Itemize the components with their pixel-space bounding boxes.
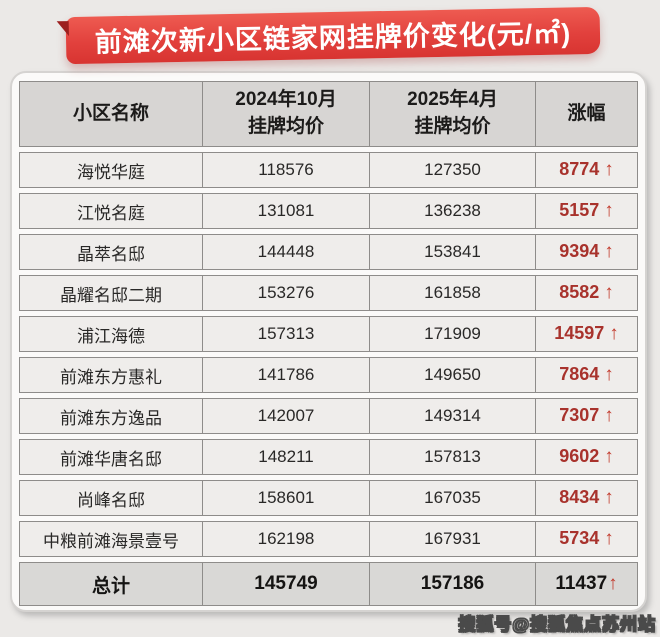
price-apr-cell: 127350 (369, 152, 535, 188)
table-row: 晶耀名邸二期 153276 161858 8582 ↑ (19, 275, 638, 311)
price-oct-cell: 118576 (202, 152, 369, 188)
change-value: 8774 (559, 159, 600, 179)
change-cell: 7864 ↑ (535, 357, 638, 393)
price-oct-cell: 144448 (202, 234, 369, 270)
change-value: 11437 (555, 573, 608, 594)
change-value: 9394 (559, 241, 600, 261)
price-table-card: 小区名称 2024年10月 挂牌均价 2025年4月 挂牌均价 涨幅 海悦华庭 … (10, 71, 647, 612)
price-apr-cell: 136238 (369, 193, 535, 229)
total-change-cell: 11437↑ (535, 562, 638, 606)
price-apr-cell: 149650 (369, 357, 535, 393)
price-apr-cell: 157813 (369, 439, 535, 475)
up-arrow-icon: ↑ (604, 487, 614, 508)
column-header-community: 小区名称 (19, 81, 202, 147)
price-oct-cell: 158601 (202, 480, 369, 516)
price-apr-cell: 149314 (369, 398, 535, 434)
total-label-cell: 总计 (19, 562, 202, 606)
table-row: 晶萃名邸 144448 153841 9394 ↑ (19, 234, 638, 270)
change-value: 7307 (559, 405, 600, 425)
price-table: 小区名称 2024年10月 挂牌均价 2025年4月 挂牌均价 涨幅 海悦华庭 … (19, 76, 638, 611)
up-arrow-icon: ↑ (604, 282, 614, 303)
up-arrow-icon: ↑ (604, 528, 614, 549)
column-header-oct2024-line2: 挂牌均价 (247, 116, 324, 137)
total-price-oct-cell: 145749 (202, 562, 369, 606)
up-arrow-icon: ↑ (604, 405, 614, 426)
price-oct-cell: 153276 (202, 275, 369, 311)
up-arrow-icon: ↑ (604, 159, 614, 180)
price-apr-cell: 167035 (369, 480, 535, 516)
community-name-cell: 中粮前滩海景壹号 (19, 521, 202, 557)
price-oct-cell: 141786 (202, 357, 369, 393)
community-name-cell: 尚峰名邸 (19, 480, 202, 516)
column-header-oct2024: 2024年10月 挂牌均价 (202, 81, 369, 147)
price-oct-cell: 131081 (202, 193, 369, 229)
table-row: 浦江海德 157313 171909 14597 ↑ (19, 316, 638, 352)
change-cell: 8434 ↑ (535, 480, 638, 516)
up-arrow-icon: ↑ (604, 200, 614, 221)
change-cell: 7307 ↑ (535, 398, 638, 434)
table-row: 尚峰名邸 158601 167035 8434 ↑ (19, 480, 638, 516)
table-row: 中粮前滩海景壹号 162198 167931 5734 ↑ (19, 521, 638, 557)
total-price-apr-cell: 157186 (369, 562, 535, 606)
price-oct-cell: 142007 (202, 398, 369, 434)
change-value: 7864 (559, 364, 600, 384)
community-name-cell: 江悦名庭 (19, 193, 202, 229)
price-apr-cell: 161858 (369, 275, 535, 311)
community-name-cell: 前滩东方逸品 (19, 398, 202, 434)
table-row: 前滩东方逸品 142007 149314 7307 ↑ (19, 398, 638, 434)
up-arrow-icon: ↑ (604, 241, 614, 262)
change-cell: 8774 ↑ (535, 152, 638, 188)
change-value: 9602 (559, 446, 600, 466)
change-value: 14597 (554, 323, 605, 343)
price-apr-cell: 167931 (369, 521, 535, 557)
table-row: 江悦名庭 131081 136238 5157 ↑ (19, 193, 638, 229)
table-row: 前滩华唐名邸 148211 157813 9602 ↑ (19, 439, 638, 475)
community-name-cell: 晶萃名邸 (19, 234, 202, 270)
community-name-cell: 浦江海德 (19, 316, 202, 352)
up-arrow-icon: ↑ (604, 446, 614, 467)
price-oct-cell: 148211 (202, 439, 369, 475)
community-name-cell: 前滩东方惠礼 (19, 357, 202, 393)
change-cell: 9602 ↑ (535, 439, 638, 475)
up-arrow-icon: ↑ (608, 573, 618, 594)
change-value: 5734 (559, 528, 600, 548)
change-cell: 5734 ↑ (535, 521, 638, 557)
change-cell: 9394 ↑ (535, 234, 638, 270)
table-row: 前滩东方惠礼 141786 149650 7864 ↑ (19, 357, 638, 393)
community-name-cell: 前滩华唐名邸 (19, 439, 202, 475)
column-header-oct2024-line1: 2024年10月 (235, 89, 337, 111)
price-oct-cell: 162198 (202, 521, 369, 557)
header-row: 小区名称 2024年10月 挂牌均价 2025年4月 挂牌均价 涨幅 (19, 81, 638, 147)
price-apr-cell: 171909 (369, 316, 535, 352)
change-cell: 5157 ↑ (535, 193, 638, 229)
change-value: 8582 (559, 282, 600, 302)
price-oct-cell: 157313 (202, 316, 369, 352)
column-header-apr2025-line2: 挂牌均价 (414, 116, 491, 137)
change-cell: 8582 ↑ (535, 275, 638, 311)
community-name-cell: 晶耀名邸二期 (19, 275, 202, 311)
column-header-apr2025-line1: 2025年4月 (407, 89, 498, 111)
column-header-apr2025: 2025年4月 挂牌均价 (369, 81, 535, 147)
total-row: 总计 145749 157186 11437↑ (19, 562, 638, 606)
price-apr-cell: 153841 (369, 234, 535, 270)
change-value: 8434 (559, 487, 600, 507)
community-name-cell: 海悦华庭 (19, 152, 202, 188)
table-row: 海悦华庭 118576 127350 8774 ↑ (19, 152, 638, 188)
ribbon-fold-icon (56, 21, 69, 37)
change-value: 5157 (559, 200, 600, 220)
page-title: 前滩次新小区链家网挂牌价变化(元/㎡) (94, 18, 572, 58)
watermark-text: 搜狐号@搜狐焦点苏州站 (458, 615, 656, 635)
up-arrow-icon: ↑ (609, 323, 619, 344)
column-header-change: 涨幅 (535, 81, 638, 147)
up-arrow-icon: ↑ (604, 364, 614, 385)
title-banner: 前滩次新小区链家网挂牌价变化(元/㎡) (56, 6, 601, 65)
change-cell: 14597 ↑ (535, 316, 638, 352)
